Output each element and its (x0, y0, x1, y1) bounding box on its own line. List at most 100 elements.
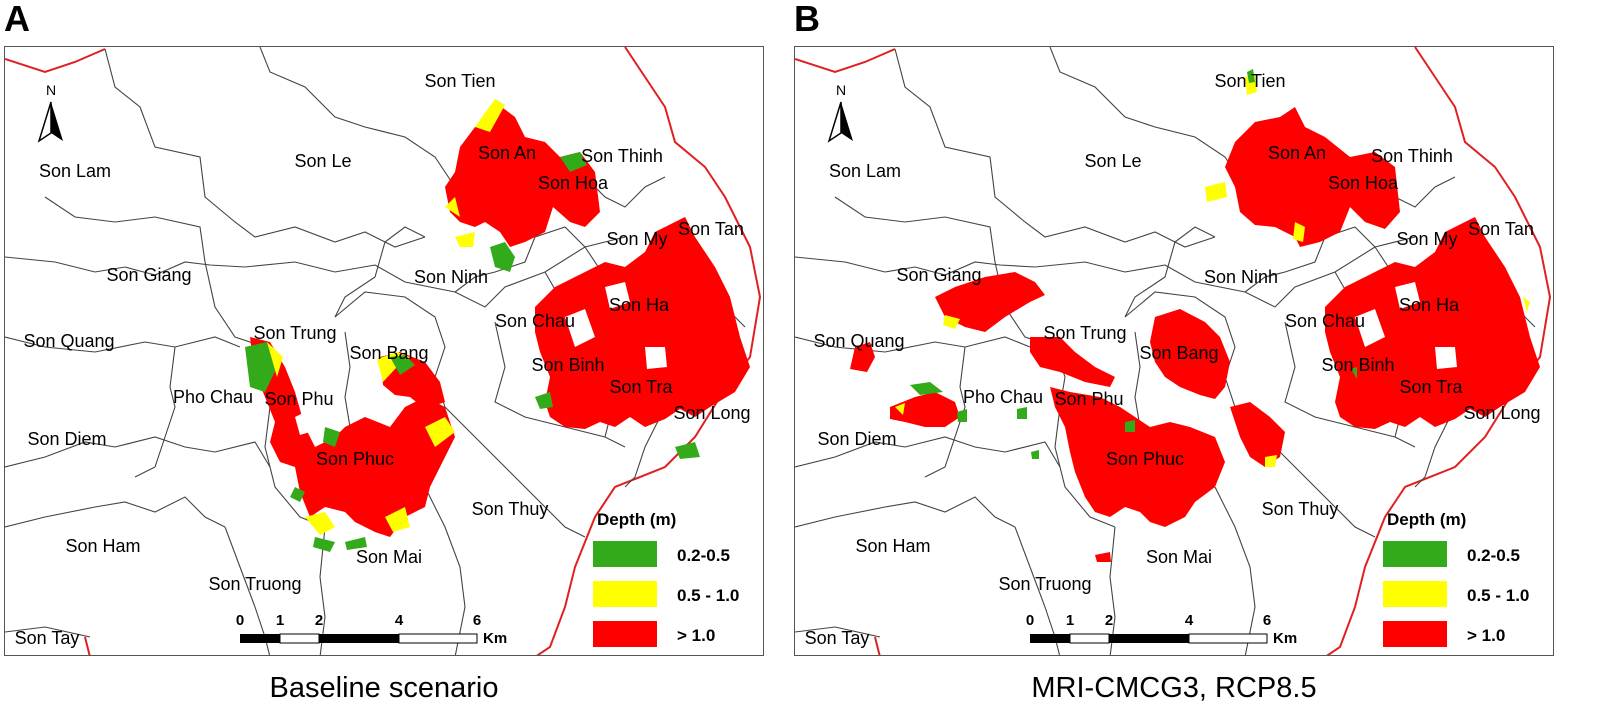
legend-label-low: 0.2-0.5 (1467, 546, 1520, 565)
commune-label-son-my: Son My (606, 229, 667, 249)
scale-tick-1: 1 (276, 612, 284, 629)
legend-label-mid: 0.5 - 1.0 (1467, 586, 1529, 605)
commune-label-pho-chau: Pho Chau (173, 387, 253, 407)
commune-label-son-chau: Son Chau (1285, 311, 1365, 331)
commune-label-son-diem: Son Diem (27, 429, 106, 449)
commune-label-son-thinh: Son Thinh (581, 146, 663, 166)
flood-areas (245, 99, 750, 552)
legend: Depth (m) 0.2-0.5 0.5 - 1.0 > 1.0 (593, 510, 739, 647)
commune-labels: Son Tien Son Le Son Lam Son An Son Thinh Son … (805, 71, 1541, 648)
scale-tick-0: 0 (236, 612, 244, 629)
commune-label-son-ha: Son Ha (1399, 295, 1460, 315)
commune-label-son-tra: Son Tra (1399, 377, 1463, 397)
commune-label-son-tay: Son Tay (15, 628, 80, 648)
commune-label-son-trung: Son Trung (1043, 323, 1126, 343)
commune-label-son-my: Son My (1396, 229, 1457, 249)
scale-tick-2: 2 (315, 612, 323, 629)
commune-label-son-tien: Son Tien (1214, 71, 1285, 91)
commune-label-son-le: Son Le (294, 151, 351, 171)
panel-a-letter: A (4, 0, 30, 39)
commune-label-son-hoa: Son Hoa (538, 173, 609, 193)
commune-label-son-long: Son Long (673, 403, 750, 423)
scale-tick-1: 1 (1066, 612, 1074, 629)
commune-label-son-thinh: Son Thinh (1371, 146, 1453, 166)
commune-label-son-tra: Son Tra (609, 377, 673, 397)
flood-areas (850, 69, 1540, 562)
legend-label-mid: 0.5 - 1.0 (677, 586, 739, 605)
commune-label-son-ham: Son Ham (65, 536, 140, 556)
commune-label-son-phu: Son Phu (264, 389, 333, 409)
legend: Depth (m) 0.2-0.5 0.5 - 1.0 > 1.0 (1383, 510, 1529, 647)
commune-label-son-truong: Son Truong (998, 574, 1091, 594)
commune-label-son-an: Son An (1268, 143, 1326, 163)
legend-label-high: > 1.0 (1467, 626, 1505, 645)
commune-label-son-hoa: Son Hoa (1328, 173, 1399, 193)
north-label: N (836, 82, 846, 98)
commune-label-son-ninh: Son Ninh (414, 267, 488, 287)
commune-label-son-quang: Son Quang (813, 331, 904, 351)
commune-label-son-ham: Son Ham (855, 536, 930, 556)
commune-label-son-quang: Son Quang (23, 331, 114, 351)
commune-label-son-bang: Son Bang (349, 343, 428, 363)
panel-a-caption: Baseline scenario (269, 672, 499, 704)
commune-label-pho-chau: Pho Chau (963, 387, 1043, 407)
panel-b-letter: B (794, 0, 820, 39)
commune-label-son-an: Son An (478, 143, 536, 163)
commune-label-son-long: Son Long (1463, 403, 1540, 423)
scale-tick-4: 4 (395, 612, 404, 629)
commune-label-son-tay: Son Tay (805, 628, 870, 648)
commune-label-son-truong: Son Truong (208, 574, 301, 594)
legend-title: Depth (m) (597, 510, 676, 529)
commune-label-son-diem: Son Diem (817, 429, 896, 449)
commune-label-son-tan: Son Tan (1468, 219, 1534, 239)
commune-label-son-chau: Son Chau (495, 311, 575, 331)
commune-label-son-bang: Son Bang (1139, 343, 1218, 363)
scale-tick-2: 2 (1105, 612, 1113, 629)
commune-label-son-trung: Son Trung (253, 323, 336, 343)
commune-label-son-thuy: Son Thuy (472, 499, 549, 519)
commune-label-son-phu: Son Phu (1054, 389, 1123, 409)
scale-tick-6: 6 (1263, 612, 1271, 629)
commune-label-son-lam: Son Lam (829, 161, 901, 181)
scale-bar: 0 1 2 4 6 Km (1026, 612, 1297, 647)
commune-label-son-le: Son Le (1084, 151, 1141, 171)
scale-tick-6: 6 (473, 612, 481, 629)
commune-label-son-ninh: Son Ninh (1204, 267, 1278, 287)
commune-label-son-binh: Son Binh (1321, 355, 1394, 375)
commune-label-son-lam: Son Lam (39, 161, 111, 181)
legend-title: Depth (m) (1387, 510, 1466, 529)
legend-swatch-high (1383, 621, 1447, 647)
commune-label-son-mai: Son Mai (356, 547, 422, 567)
panel-a-map: N Son Tien Son Le Son Lam Son An Son Thinh So… (4, 46, 764, 656)
legend-swatch-high (593, 621, 657, 647)
north-arrow: N (827, 82, 853, 143)
north-arrow: N (37, 82, 63, 143)
commune-label-son-phuc: Son Phuc (316, 449, 394, 469)
legend-swatch-mid (593, 581, 657, 607)
legend-label-high: > 1.0 (677, 626, 715, 645)
commune-label-son-mai: Son Mai (1146, 547, 1212, 567)
commune-label-son-tien: Son Tien (424, 71, 495, 91)
legend-swatch-low (593, 541, 657, 567)
legend-label-low: 0.2-0.5 (677, 546, 730, 565)
commune-label-son-ha: Son Ha (609, 295, 670, 315)
commune-label-son-binh: Son Binh (531, 355, 604, 375)
commune-label-son-giang: Son Giang (106, 265, 191, 285)
commune-labels: Son Tien Son Le Son Lam Son An Son Thinh Son … (15, 71, 751, 648)
panel-b-caption: MRI-CMCG3, RCP8.5 (1031, 672, 1317, 704)
scale-unit: Km (1273, 630, 1297, 647)
commune-label-son-tan: Son Tan (678, 219, 744, 239)
legend-swatch-mid (1383, 581, 1447, 607)
panel-b-map: N Son Tien Son Le Son Lam Son An Son Thinh So… (794, 46, 1554, 656)
scale-tick-4: 4 (1185, 612, 1194, 629)
scale-bar: 0 1 2 4 6 Km (236, 612, 507, 647)
north-label: N (46, 82, 56, 98)
legend-swatch-low (1383, 541, 1447, 567)
scale-tick-0: 0 (1026, 612, 1034, 629)
commune-label-son-phuc: Son Phuc (1106, 449, 1184, 469)
commune-label-son-giang: Son Giang (896, 265, 981, 285)
commune-label-son-thuy: Son Thuy (1262, 499, 1339, 519)
scale-unit: Km (483, 630, 507, 647)
